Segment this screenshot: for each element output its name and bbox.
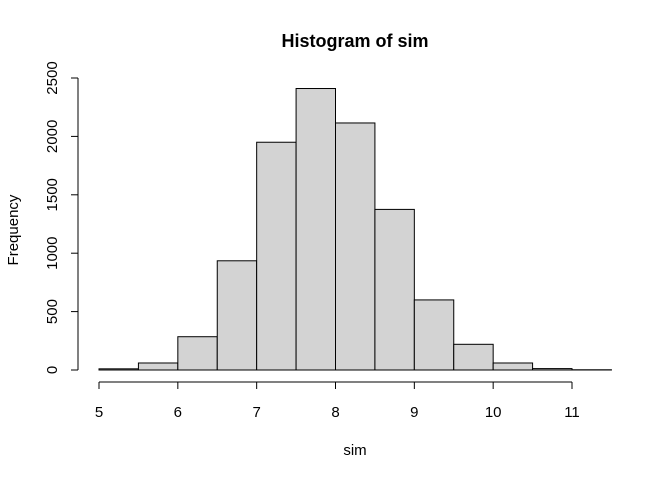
histogram-bar-11 bbox=[532, 368, 573, 371]
histogram-bar-0 bbox=[98, 368, 139, 371]
bars-group bbox=[98, 88, 612, 371]
y-axis: 0 500 1000 1500 2000 2500 bbox=[44, 61, 79, 374]
histogram-bar-6 bbox=[335, 122, 376, 371]
histogram-bar-8 bbox=[413, 299, 455, 371]
x-tick-label-0: 5 bbox=[95, 404, 103, 421]
x-axis: 5 6 7 8 9 10 11 bbox=[95, 381, 580, 421]
y-tick-label-1: 500 bbox=[44, 299, 61, 324]
x-tick-label-2: 7 bbox=[252, 404, 260, 421]
y-tick-label-2: 1000 bbox=[44, 237, 61, 270]
histogram-bar-9 bbox=[453, 343, 494, 371]
histogram-bar-2 bbox=[177, 336, 218, 371]
histogram-bar-5 bbox=[295, 88, 337, 371]
x-tick-label-5: 10 bbox=[485, 404, 502, 421]
chart-title: Histogram of sim bbox=[281, 31, 428, 51]
y-tick-label-3: 1500 bbox=[44, 178, 61, 211]
y-tick-label-5: 2500 bbox=[44, 61, 61, 94]
x-tick-label-1: 6 bbox=[174, 404, 182, 421]
x-tick-label-3: 8 bbox=[331, 404, 339, 421]
x-axis-label: sim bbox=[343, 442, 366, 459]
histogram-bar-1 bbox=[137, 362, 179, 371]
histogram-bar-4 bbox=[256, 141, 297, 371]
y-tick-label-0: 0 bbox=[44, 366, 61, 374]
y-axis-label: Frequency bbox=[5, 194, 22, 265]
x-tick-label-6: 11 bbox=[564, 404, 580, 421]
y-tick-label-4: 2000 bbox=[44, 120, 61, 153]
histogram-bar-10 bbox=[492, 362, 534, 371]
histogram-bar-7 bbox=[374, 208, 415, 371]
x-tick-label-4: 9 bbox=[410, 404, 418, 421]
histogram-bar-3 bbox=[216, 260, 258, 371]
